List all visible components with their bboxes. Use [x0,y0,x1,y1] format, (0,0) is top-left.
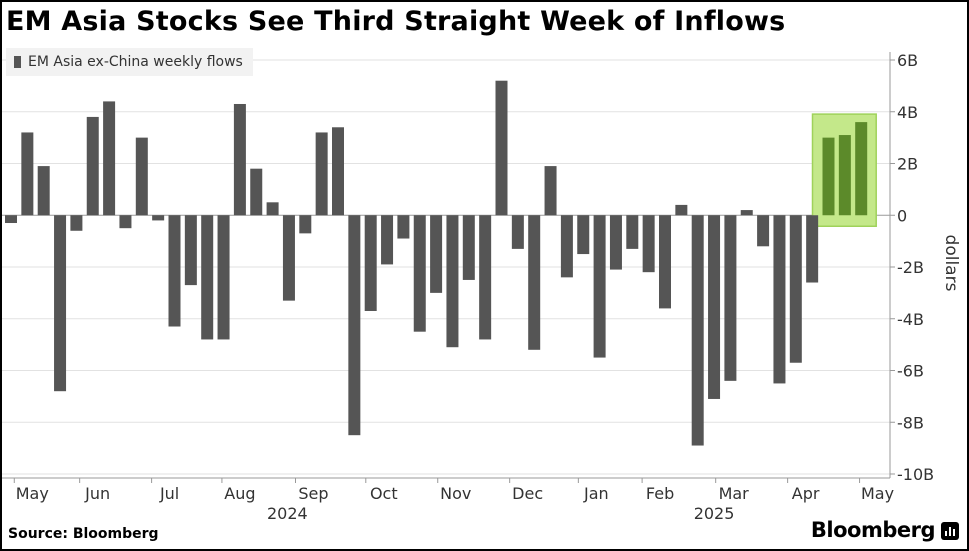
bloomberg-terminal-icon [941,522,959,540]
bar [413,215,426,332]
y-tick-label: 4B [897,103,918,122]
bar [299,215,312,234]
x-tick-label: Feb [646,484,674,503]
bar [70,215,83,231]
bar [675,204,688,216]
bar [266,202,279,216]
bar [855,122,868,216]
bar [708,215,721,399]
bar [528,215,541,350]
x-tick-label: Sep [298,484,328,503]
x-tick-label: Apr [792,484,820,503]
bars [5,80,868,446]
bar [103,101,116,216]
bar [152,215,165,221]
bar [201,215,214,340]
x-tick-label: May [861,484,894,503]
bar [282,215,295,301]
bar [446,215,459,348]
grid-lines [2,59,890,475]
bar [593,215,606,358]
x-axis: May Jun Jul Aug Sep Oct Nov Dec Jan Feb Mar Apr May 2… [2,477,894,523]
bar [560,215,573,278]
brand-logo-text: Bloomberg [810,518,936,542]
chart-title: EM Asia Stocks See Third Straight Week o… [6,6,786,37]
y-tick-label: -6B [897,362,924,381]
bar [838,135,851,216]
x-tick-label: Jan [583,484,609,503]
bar [462,215,475,280]
y-axis-label: dollars [941,235,961,292]
bar [315,132,328,216]
x-tick-label: Jul [159,484,179,503]
bar [430,215,443,293]
bar [184,215,197,286]
bar [642,215,655,273]
bar [659,215,671,309]
bar [773,215,786,384]
y-tick-label: -2B [897,258,924,277]
bar [348,215,361,436]
bar [544,166,557,216]
x-year-label: 2024 [267,504,308,523]
x-tick-label: Dec [512,484,543,503]
bar [724,215,737,381]
bar [397,215,410,239]
x-tick-label: Aug [224,484,255,503]
bar [577,215,590,255]
bar [21,132,34,216]
bar [168,215,181,327]
bar [757,215,770,247]
bar [86,116,99,216]
bar [479,215,492,340]
bar [54,215,67,392]
y-tick-label: 6B [897,51,918,70]
bar [495,80,508,216]
bar [691,215,704,446]
bar [233,103,246,216]
bar [789,215,802,363]
y-tick-label: -10B [897,465,934,484]
x-tick-label: Oct [370,484,398,503]
y-tick-label: -8B [897,413,924,432]
chart-legend: EM Asia ex-China weekly flows [6,48,253,76]
bar [822,137,835,216]
bar [740,210,753,216]
legend-swatch [14,56,21,68]
y-tick-label: -4B [897,310,924,329]
x-year-label: 2025 [694,504,735,523]
bar [332,127,344,216]
x-tick-label: Jun [84,484,110,503]
source-note: Source: Bloomberg [8,526,159,542]
bar [609,215,622,270]
bar [626,215,639,249]
y-axis: 6B 4B 2B 0 -2B -4B -6B -8B -10B [889,51,934,484]
bar [5,215,17,224]
x-tick-label: Nov [440,484,471,503]
bar [511,215,524,249]
bar [806,215,819,283]
bar [119,215,132,229]
bar [135,137,148,216]
bar [381,215,394,265]
y-tick-label: 0 [897,206,907,225]
x-tick-label: Mar [719,484,750,503]
y-tick-label: 2B [897,155,918,174]
bar [37,166,50,216]
legend-label: EM Asia ex-China weekly flows [28,54,243,70]
bar [364,215,377,311]
bar [217,215,230,340]
x-tick-label: May [16,484,49,503]
bar [250,168,263,216]
